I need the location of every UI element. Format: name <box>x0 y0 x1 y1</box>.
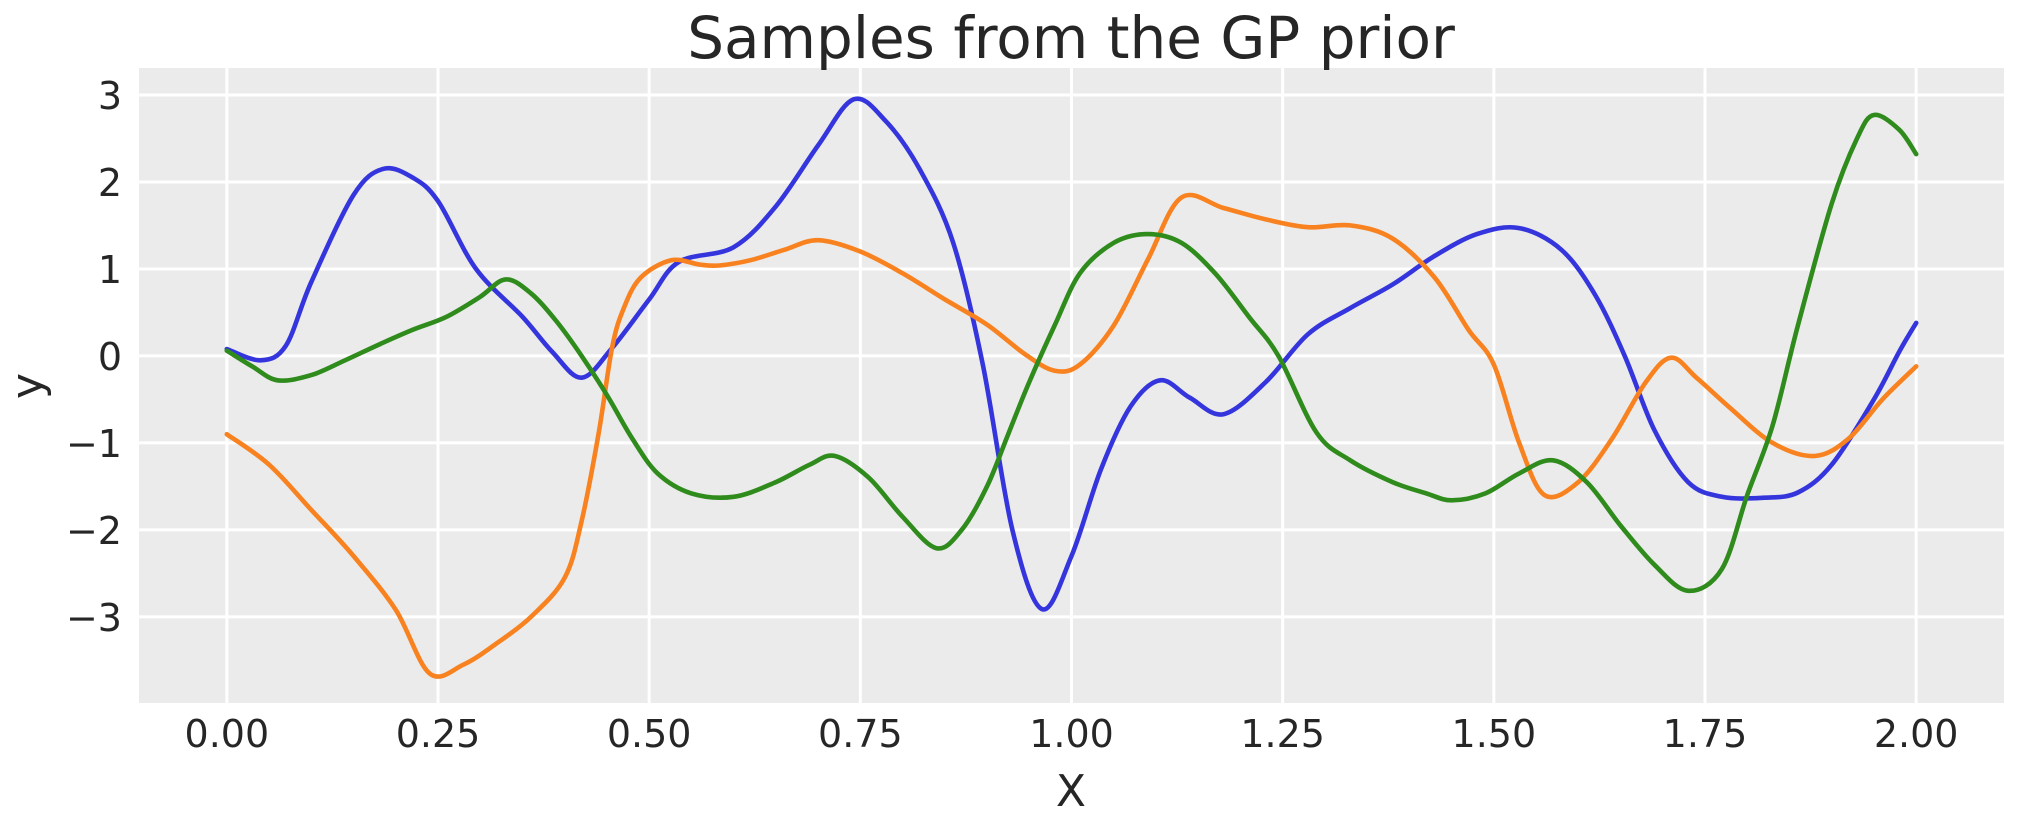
gridlines <box>139 68 2004 703</box>
x-tick-label: 1.25 <box>1240 712 1325 756</box>
series-lines <box>224 96 1919 679</box>
x-tick-label: 2.00 <box>1874 712 1959 756</box>
x-tick-label: 1.50 <box>1452 712 1537 756</box>
series-line-sample-1-blue <box>224 96 1919 612</box>
y-tick-label: −3 <box>66 596 122 640</box>
x-tick-labels: 0.00 0.25 0.50 0.75 1.00 1.25 1.50 1.75 2.00 <box>185 712 1959 756</box>
y-axis-label: y <box>2 373 53 399</box>
series-line-sample-3-green <box>224 112 1919 594</box>
x-tick-label: 1.75 <box>1663 712 1748 756</box>
x-tick-label: 0.25 <box>396 712 481 756</box>
x-tick-label: 0.00 <box>185 712 270 756</box>
y-tick-label: −2 <box>66 509 122 553</box>
x-tick-label: 0.75 <box>818 712 903 756</box>
y-tick-labels: −3 −2 −1 0 1 2 3 <box>66 74 122 640</box>
y-tick-label: 1 <box>98 248 122 292</box>
y-tick-label: −1 <box>66 422 122 466</box>
y-tick-label: 3 <box>98 74 122 118</box>
chart-title: Samples from the GP prior <box>687 4 1455 72</box>
x-tick-label: 1.00 <box>1029 712 1114 756</box>
y-tick-label: 0 <box>98 335 122 379</box>
y-tick-label: 2 <box>98 161 122 205</box>
x-axis-label: X <box>1056 766 1086 817</box>
x-tick-label: 0.50 <box>607 712 692 756</box>
